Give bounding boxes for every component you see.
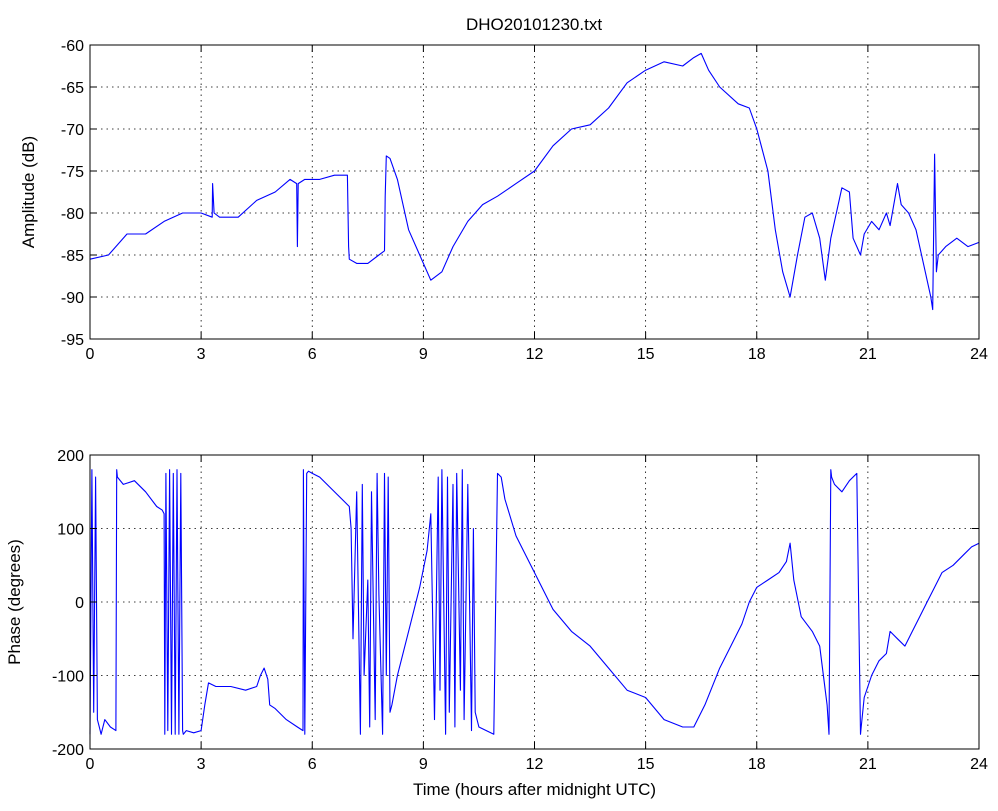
amplitude-x-tick-label: 12	[526, 346, 544, 363]
amplitude-y-axis-label: Amplitude (dB)	[19, 136, 38, 248]
phase-x-axis-label: Time (hours after midnight UTC)	[413, 780, 656, 799]
phase-x-tick-label: 12	[526, 756, 544, 773]
amplitude-y-tick-label: -65	[61, 80, 84, 97]
amplitude-x-tick-label: 21	[859, 346, 877, 363]
amplitude-x-tick-label: 6	[308, 346, 317, 363]
amplitude-y-tick-label: -85	[61, 248, 84, 265]
amplitude-y-tick-label: -75	[61, 164, 84, 181]
figure-title: DHO20101230.txt	[466, 15, 602, 34]
phase-x-tick-label: 24	[970, 756, 988, 773]
phase-series-line	[89, 469, 980, 735]
phase-panel: 0 3 6 9 12 15 18 21 24 -200 -100 0 100 200 Phase (degr…	[5, 448, 988, 799]
phase-x-tick-label: 18	[748, 756, 766, 773]
amplitude-y-tick-label: -70	[61, 122, 84, 139]
phase-x-tick-label: 6	[308, 756, 317, 773]
amplitude-y-tick-label: -60	[61, 38, 84, 55]
phase-y-axis-label: Phase (degrees)	[5, 539, 24, 665]
amplitude-x-tick-label: 9	[419, 346, 428, 363]
amplitude-x-tick-label: 18	[748, 346, 766, 363]
phase-x-tick-label: 21	[859, 756, 877, 773]
phase-x-tick-label: 0	[86, 756, 95, 773]
phase-y-tick-label: -100	[52, 669, 84, 686]
amplitude-x-tick-label: 15	[637, 346, 655, 363]
amplitude-plot-area	[90, 45, 979, 339]
amplitude-x-tick-label: 0	[86, 346, 95, 363]
amplitude-panel: 0 3 6 9 12 15 18 21 24 -95 -90 -85 -80 -75 -70 -65 -60 Am…	[19, 38, 988, 363]
amplitude-y-tick-label: -90	[61, 290, 84, 307]
phase-y-tick-label: 200	[57, 448, 84, 465]
phase-x-tick-label: 9	[419, 756, 428, 773]
phase-y-tick-label: 0	[75, 595, 84, 612]
phase-y-tick-label: 100	[57, 522, 84, 539]
phase-x-tick-label: 15	[637, 756, 655, 773]
amplitude-series-line	[89, 52, 980, 311]
amplitude-y-tick-label: -80	[61, 206, 84, 223]
amplitude-y-tick-label: -95	[61, 332, 84, 349]
amplitude-x-tick-label: 3	[197, 346, 206, 363]
phase-y-tick-label: -200	[52, 742, 84, 759]
phase-x-tick-label: 3	[197, 756, 206, 773]
amplitude-x-tick-label: 24	[970, 346, 988, 363]
